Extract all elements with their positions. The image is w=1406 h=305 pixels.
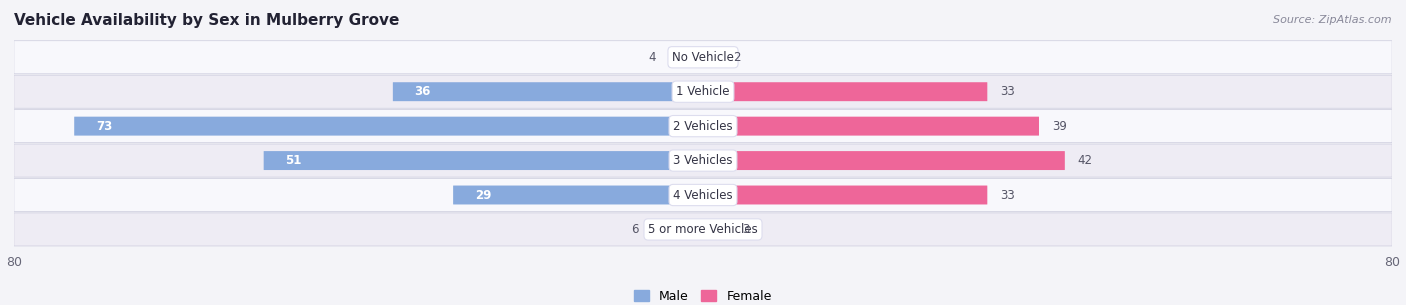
FancyBboxPatch shape	[703, 48, 720, 67]
Text: Vehicle Availability by Sex in Mulberry Grove: Vehicle Availability by Sex in Mulberry …	[14, 13, 399, 28]
Text: 36: 36	[415, 85, 430, 98]
Legend: Male, Female: Male, Female	[630, 285, 776, 305]
FancyBboxPatch shape	[668, 48, 703, 67]
FancyBboxPatch shape	[453, 185, 703, 204]
Text: 33: 33	[1000, 188, 1015, 202]
FancyBboxPatch shape	[392, 82, 703, 101]
Text: 4: 4	[648, 51, 655, 64]
Text: 3 Vehicles: 3 Vehicles	[673, 154, 733, 167]
FancyBboxPatch shape	[14, 75, 1392, 108]
Text: 2 Vehicles: 2 Vehicles	[673, 120, 733, 133]
FancyBboxPatch shape	[14, 109, 1392, 143]
Text: Source: ZipAtlas.com: Source: ZipAtlas.com	[1274, 15, 1392, 25]
FancyBboxPatch shape	[14, 213, 1392, 246]
Text: 29: 29	[475, 188, 491, 202]
FancyBboxPatch shape	[14, 41, 1392, 74]
FancyBboxPatch shape	[14, 144, 1392, 177]
FancyBboxPatch shape	[703, 151, 1064, 170]
Text: 39: 39	[1052, 120, 1067, 133]
Text: 6: 6	[631, 223, 638, 236]
Text: 5 or more Vehicles: 5 or more Vehicles	[648, 223, 758, 236]
Text: 4 Vehicles: 4 Vehicles	[673, 188, 733, 202]
Text: 1 Vehicle: 1 Vehicle	[676, 85, 730, 98]
Text: 42: 42	[1077, 154, 1092, 167]
FancyBboxPatch shape	[75, 117, 703, 136]
Text: 33: 33	[1000, 85, 1015, 98]
FancyBboxPatch shape	[651, 220, 703, 239]
Text: 2: 2	[733, 51, 741, 64]
Text: 51: 51	[285, 154, 302, 167]
FancyBboxPatch shape	[264, 151, 703, 170]
Text: 3: 3	[742, 223, 749, 236]
FancyBboxPatch shape	[703, 220, 728, 239]
FancyBboxPatch shape	[703, 185, 987, 204]
Text: No Vehicle: No Vehicle	[672, 51, 734, 64]
FancyBboxPatch shape	[14, 178, 1392, 212]
FancyBboxPatch shape	[703, 117, 1039, 136]
Text: 73: 73	[96, 120, 112, 133]
FancyBboxPatch shape	[703, 82, 987, 101]
